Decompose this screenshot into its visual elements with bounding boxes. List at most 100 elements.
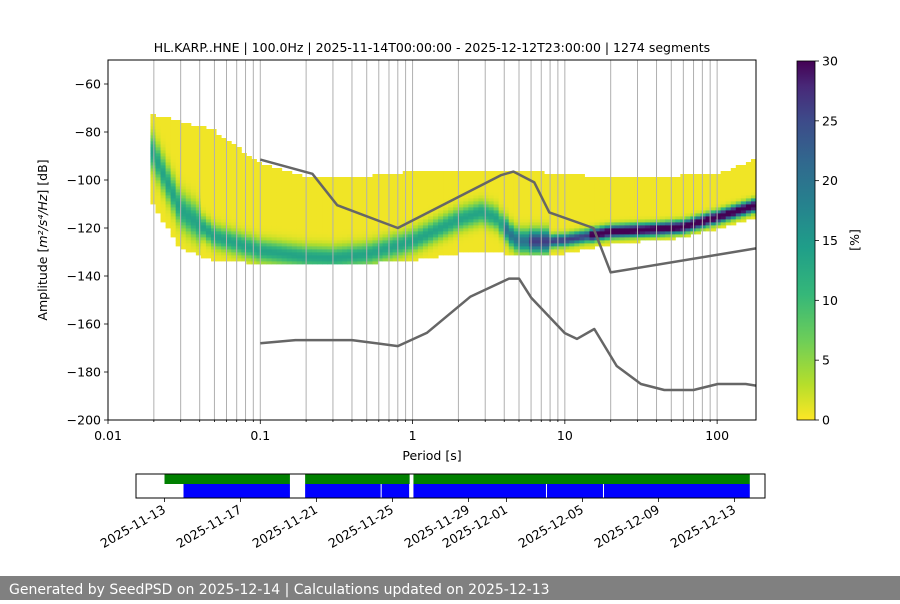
availability-ticks: 2025-11-13 2025-11-17 2025-11-21 2025-11-25… <box>98 498 738 551</box>
density-cell <box>246 201 252 205</box>
density-cell <box>160 207 167 211</box>
density-cell <box>296 183 303 187</box>
density-cell <box>185 240 192 244</box>
density-cell <box>180 150 187 154</box>
density-cell <box>327 231 333 235</box>
density-cell <box>609 231 616 235</box>
density-cell <box>433 189 439 193</box>
density-cell <box>589 213 596 217</box>
density-cell <box>665 207 671 211</box>
density-cell <box>190 129 197 133</box>
density-cell <box>165 177 172 181</box>
density-cell <box>539 177 545 181</box>
density-cell <box>362 258 368 262</box>
density-cell <box>412 198 419 202</box>
density-cell <box>463 240 469 244</box>
density-cell <box>241 201 247 205</box>
density-cell <box>544 174 550 178</box>
density-cell <box>417 171 424 175</box>
density-cell <box>327 258 333 262</box>
density-cell <box>195 246 202 250</box>
density-cell <box>720 189 727 193</box>
density-cell <box>357 210 363 214</box>
density-cell <box>301 222 308 226</box>
density-cell <box>417 252 424 256</box>
density-cell <box>195 204 202 208</box>
density-cell <box>478 174 485 178</box>
density-cell <box>271 252 278 256</box>
density-cell <box>200 255 207 259</box>
density-cell <box>180 180 187 184</box>
density-cell <box>397 231 404 235</box>
density-cell <box>165 120 172 124</box>
density-cell <box>685 189 691 193</box>
density-cell <box>175 198 182 202</box>
density-cell <box>362 234 368 238</box>
density-cell <box>407 213 414 217</box>
density-cell <box>357 216 363 220</box>
density-cell <box>443 237 449 241</box>
density-cell <box>453 174 459 178</box>
density-cell <box>650 204 656 208</box>
density-cell <box>549 216 555 220</box>
density-cell <box>528 216 535 220</box>
density-cell <box>190 228 197 232</box>
density-cell <box>387 222 394 226</box>
density-cell <box>190 171 197 175</box>
density-cell <box>493 171 500 175</box>
density-cell <box>337 198 343 202</box>
density-cell <box>513 246 520 250</box>
density-cell <box>594 240 601 244</box>
density-cell <box>750 168 756 172</box>
density-cell <box>624 201 631 205</box>
density-cell <box>367 252 373 256</box>
density-cell <box>382 237 389 241</box>
density-cell <box>710 207 717 211</box>
density-cell <box>276 189 283 193</box>
density-cell <box>700 186 707 190</box>
density-cell <box>200 180 207 184</box>
density-cell <box>619 204 626 208</box>
density-cell <box>216 255 222 259</box>
density-cell <box>458 225 464 229</box>
density-cell <box>322 195 328 199</box>
density-cell <box>478 201 485 205</box>
density-cell <box>286 255 293 259</box>
density-cell <box>342 216 348 220</box>
density-cell <box>175 138 182 142</box>
density-cell <box>367 195 373 199</box>
density-cell <box>745 210 752 214</box>
density-cell <box>155 129 162 133</box>
density-cell <box>660 228 666 232</box>
density-cell <box>266 249 273 253</box>
density-cell <box>599 243 606 247</box>
density-cell <box>433 186 439 190</box>
density-cell <box>251 210 257 214</box>
density-cell <box>190 150 197 154</box>
availability-tick-label: 2025-11-25 <box>326 502 396 551</box>
density-cell <box>533 174 540 178</box>
density-cell <box>332 261 338 265</box>
density-cell <box>604 192 611 196</box>
density-cell <box>609 183 616 187</box>
density-cell <box>720 213 727 217</box>
density-cell <box>352 207 358 211</box>
density-cell <box>286 228 293 232</box>
density-cell <box>261 252 268 256</box>
density-cell <box>286 204 293 208</box>
density-cell <box>347 222 353 226</box>
density-cell <box>160 144 167 148</box>
density-cell <box>508 213 515 217</box>
density-cell <box>458 171 464 175</box>
density-cell <box>513 198 520 202</box>
density-cell <box>357 258 363 262</box>
density-cell <box>377 213 384 217</box>
density-cell <box>574 201 580 205</box>
density-cell <box>468 231 474 235</box>
density-cell <box>175 243 182 247</box>
density-cell <box>160 171 167 175</box>
density-cell <box>175 216 182 220</box>
density-cell <box>549 222 555 226</box>
density-cell <box>281 252 288 256</box>
density-cell <box>579 225 585 229</box>
